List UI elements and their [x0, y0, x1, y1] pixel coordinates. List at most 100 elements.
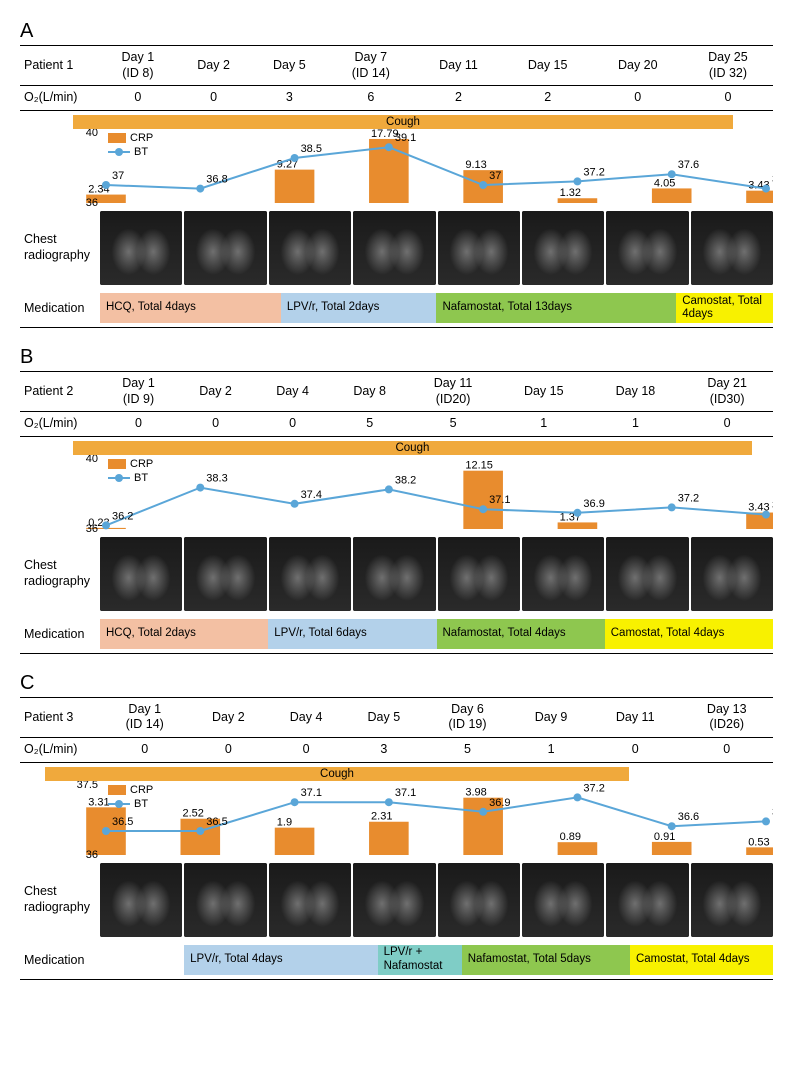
bt-marker	[479, 181, 487, 189]
bt-marker	[102, 521, 110, 529]
day-header: Day 8	[331, 371, 408, 411]
bt-value-label: 36.9	[489, 796, 510, 808]
crp-value-label: 2.31	[371, 810, 392, 822]
panel-C: CPatient 3Day 1(ID 14)Day 2Day 4Day 5Day…	[20, 672, 773, 980]
chest-label: Chestradiography	[20, 232, 100, 263]
bt-value-label: 37.2	[678, 492, 699, 504]
medication-bar: LPV/r, Total 4daysLPV/r + NafamostatNafa…	[100, 945, 773, 975]
bt-value-label: 39.1	[395, 132, 416, 144]
xray-image	[100, 211, 182, 285]
crp-value-label: 12.15	[465, 459, 493, 471]
o2-value: 0	[267, 738, 345, 763]
day-header: Day 7(ID 14)	[327, 46, 414, 86]
xray-image	[691, 863, 773, 937]
panel-rule	[20, 327, 773, 328]
bt-value-label: 37.1	[395, 787, 416, 799]
xray-image	[269, 211, 351, 285]
o2-value: 1	[590, 412, 682, 437]
medication-bar: HCQ, Total 4daysLPV/r, Total 2daysNafamo…	[100, 293, 773, 323]
bt-value-label: 37.1	[489, 494, 510, 506]
bt-value-label: 37.1	[301, 787, 322, 799]
day-header: Day 2	[176, 46, 252, 86]
medication-segment: LPV/r, Total 4days	[184, 945, 377, 975]
day-header: Day 20	[593, 46, 683, 86]
xray-image	[522, 863, 604, 937]
bt-value-label: 38.5	[301, 143, 322, 155]
xray-row: Chestradiography	[20, 537, 773, 611]
bt-marker	[196, 483, 204, 491]
bt-dot-icon	[115, 474, 123, 482]
crp-value-label: 9.13	[465, 159, 486, 171]
crp-bar	[275, 827, 315, 854]
o2-label: O₂(L/min)	[20, 738, 100, 763]
crp-bar	[369, 821, 409, 854]
crp-bar	[746, 847, 773, 855]
bt-marker	[573, 793, 581, 801]
day-header: Day 13(ID26)	[680, 697, 773, 737]
bt-value-label: 36.8	[772, 173, 773, 185]
crp-value-label: 1.32	[560, 187, 581, 199]
patient-label: Patient 3	[20, 697, 100, 737]
legend-bt-label: BT	[134, 798, 148, 810]
legend-crp: CRP	[108, 131, 153, 145]
legend-bt: BT	[108, 471, 153, 485]
bt-value-label: 36.5	[206, 816, 227, 828]
day-header: Day 11(ID20)	[408, 371, 498, 411]
xray-image	[269, 863, 351, 937]
panel-letter: A	[20, 20, 773, 43]
day-header: Day 1(ID 8)	[100, 46, 176, 86]
day-header: Day 21(ID30)	[681, 371, 773, 411]
legend-bt: BT	[108, 797, 153, 811]
crp-bar	[275, 170, 315, 203]
crp-bar	[652, 188, 692, 203]
o2-value: 0	[177, 412, 254, 437]
medication-row: MedicationHCQ, Total 4daysLPV/r, Total 2…	[20, 293, 773, 323]
xray-image	[184, 211, 266, 285]
chart: 3.312.521.92.313.980.890.910.5336.536.53…	[20, 765, 773, 861]
crp-value-label: 1.9	[277, 816, 292, 828]
chest-label: Chestradiography	[20, 558, 100, 589]
medication-segment: LPV/r + Nafamostat	[378, 945, 462, 975]
o2-value: 0	[681, 412, 773, 437]
bt-marker	[573, 177, 581, 185]
day-header: Day 15	[498, 371, 590, 411]
medication-label: Medication	[20, 619, 100, 649]
crp-value-label: 0.91	[654, 831, 675, 843]
crp-swatch-icon	[108, 459, 126, 469]
day-header: Day 11	[590, 697, 681, 737]
o2-label: O₂(L/min)	[20, 86, 100, 111]
bt-marker	[291, 500, 299, 508]
bt-marker	[385, 485, 393, 493]
medication-label: Medication	[20, 945, 100, 975]
bt-marker	[668, 822, 676, 830]
legend-crp: CRP	[108, 457, 153, 471]
bt-value-label: 37.2	[583, 166, 604, 178]
bt-value-label: 36.7	[772, 806, 773, 818]
xray-image	[438, 863, 520, 937]
bt-marker	[762, 817, 770, 825]
bt-value-label: 36.6	[678, 811, 699, 823]
crp-value-label: 2.52	[182, 807, 203, 819]
xray-image	[606, 211, 688, 285]
medication-segment	[100, 945, 184, 975]
legend-crp: CRP	[108, 783, 153, 797]
cough-bar: Cough	[45, 767, 630, 781]
bt-marker	[762, 184, 770, 192]
bt-marker	[668, 503, 676, 511]
crp-bar	[558, 842, 598, 855]
bt-value-label: 37	[489, 170, 501, 182]
o2-value: 0	[100, 738, 190, 763]
medication-segment: Nafamostat, Total 5days	[462, 945, 630, 975]
bt-value-label: 36.2	[112, 510, 133, 522]
medication-segment: Camostat, Total 4days	[676, 293, 773, 323]
medication-segment: HCQ, Total 2days	[100, 619, 268, 649]
axis-tick: 36	[86, 197, 98, 209]
o2-value: 2	[503, 86, 593, 111]
patient-label: Patient 1	[20, 46, 100, 86]
xray-image	[100, 863, 182, 937]
crp-value-label: 4.05	[654, 177, 675, 189]
header-table: Patient 3Day 1(ID 14)Day 2Day 4Day 5Day …	[20, 697, 773, 763]
day-header: Day 5	[251, 46, 327, 86]
day-header: Day 2	[190, 697, 268, 737]
bt-value-label: 37.6	[678, 159, 699, 171]
